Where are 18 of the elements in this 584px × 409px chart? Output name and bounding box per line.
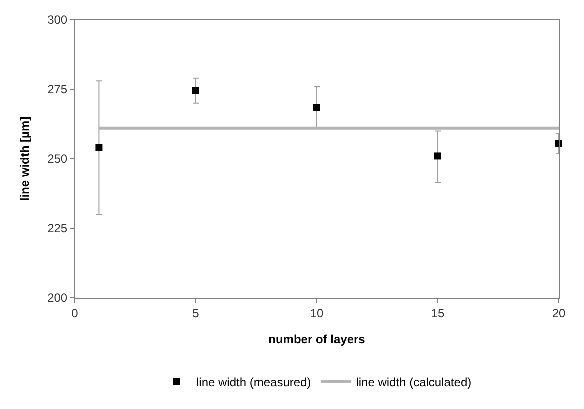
y-tick-label: 275 — [48, 82, 68, 97]
x-tick-label: 10 — [310, 306, 324, 320]
x-tick-label: 20 — [552, 306, 566, 320]
x-axis-title: number of layers — [268, 332, 366, 346]
x-tick-label: 15 — [431, 306, 445, 320]
point — [96, 144, 103, 152]
y-tick-label: 300 — [48, 13, 68, 28]
x-tick-label: 5 — [192, 306, 200, 320]
legend-label: line width (measured) — [196, 376, 312, 390]
point — [314, 104, 320, 112]
y-tick-label: 250 — [48, 152, 68, 166]
y-tick-label: 225 — [48, 222, 68, 236]
legend-label: line width (calculated) — [356, 376, 472, 390]
y-axis-title: line width [µm] — [18, 116, 32, 202]
x-tick-label: 0 — [72, 306, 79, 320]
point — [192, 87, 200, 94]
y-tick-label: 200 — [48, 291, 68, 306]
point — [434, 152, 442, 160]
